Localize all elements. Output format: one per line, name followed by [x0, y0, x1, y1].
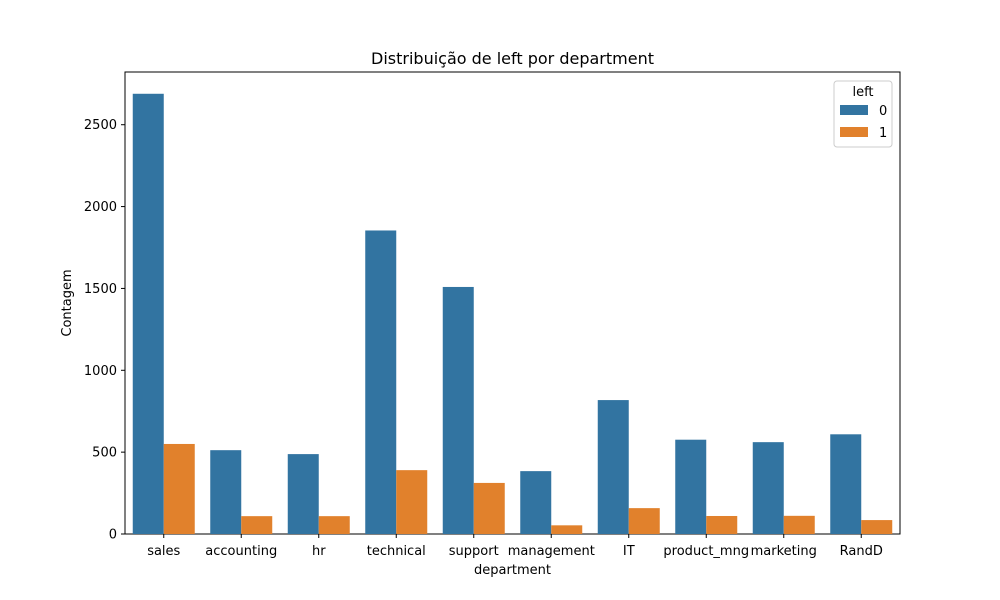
- legend-title: left: [852, 85, 873, 100]
- legend-swatch-1: [840, 127, 868, 137]
- bar-hr-left-0: [287, 454, 319, 534]
- bar-sales-left-0: [132, 93, 164, 534]
- bar-technical-left-0: [365, 230, 397, 534]
- x-axis-title: department: [474, 563, 551, 578]
- bar-marketing-left-1: [783, 515, 815, 534]
- legend-label-1: 1: [879, 126, 887, 141]
- bar-marketing-left-0: [752, 442, 784, 534]
- bar-support-left-1: [473, 482, 505, 534]
- x-axis: sales accounting hr technical support managem…: [147, 534, 883, 559]
- legend-label-0: 0: [879, 104, 887, 119]
- y-axis-title: Contagem: [60, 269, 75, 336]
- bar-management-left-1: [551, 525, 583, 534]
- x-tick-label: RandD: [840, 544, 883, 559]
- y-tick-label: 2000: [84, 200, 117, 215]
- y-tick-label: 500: [92, 446, 117, 461]
- bar-product_mng-left-1: [706, 515, 738, 534]
- bar-sales-left-1: [163, 443, 195, 534]
- bar-technical-left-1: [396, 470, 428, 534]
- x-tick-label: hr: [312, 544, 326, 559]
- bar-accounting-left-1: [241, 516, 273, 534]
- bar-IT-left-0: [597, 400, 629, 534]
- y-tick-label: 1500: [84, 282, 117, 297]
- y-tick-label: 0: [109, 528, 117, 543]
- plot-frame: [124, 71, 901, 535]
- x-tick-label: marketing: [751, 544, 817, 559]
- bar-support-left-0: [442, 286, 474, 534]
- legend: left 0 1: [833, 80, 893, 148]
- bar-management-left-0: [520, 471, 552, 534]
- bars-layer: [132, 93, 893, 534]
- bar-IT-left-1: [628, 508, 660, 534]
- x-tick-label: technical: [367, 544, 426, 559]
- x-tick-label: accounting: [205, 544, 277, 559]
- x-tick-label: management: [508, 544, 595, 559]
- x-tick-label: product_mng: [663, 544, 749, 559]
- y-axis: 0 500 1000 1500 2000 2500: [84, 118, 125, 543]
- legend-swatch-0: [840, 105, 868, 115]
- bar-RandD-left-1: [861, 520, 893, 534]
- x-tick-label: support: [449, 544, 499, 559]
- chart-title: Distribuição de left por department: [371, 49, 654, 68]
- y-tick-label: 2500: [84, 118, 117, 133]
- x-tick-label: sales: [147, 544, 180, 559]
- x-tick-label: IT: [623, 544, 635, 559]
- bar-hr-left-1: [318, 516, 350, 534]
- y-tick-label: 1000: [84, 364, 117, 379]
- bar-RandD-left-0: [830, 434, 862, 534]
- bar-accounting-left-0: [210, 450, 242, 534]
- bar-product_mng-left-0: [675, 439, 707, 534]
